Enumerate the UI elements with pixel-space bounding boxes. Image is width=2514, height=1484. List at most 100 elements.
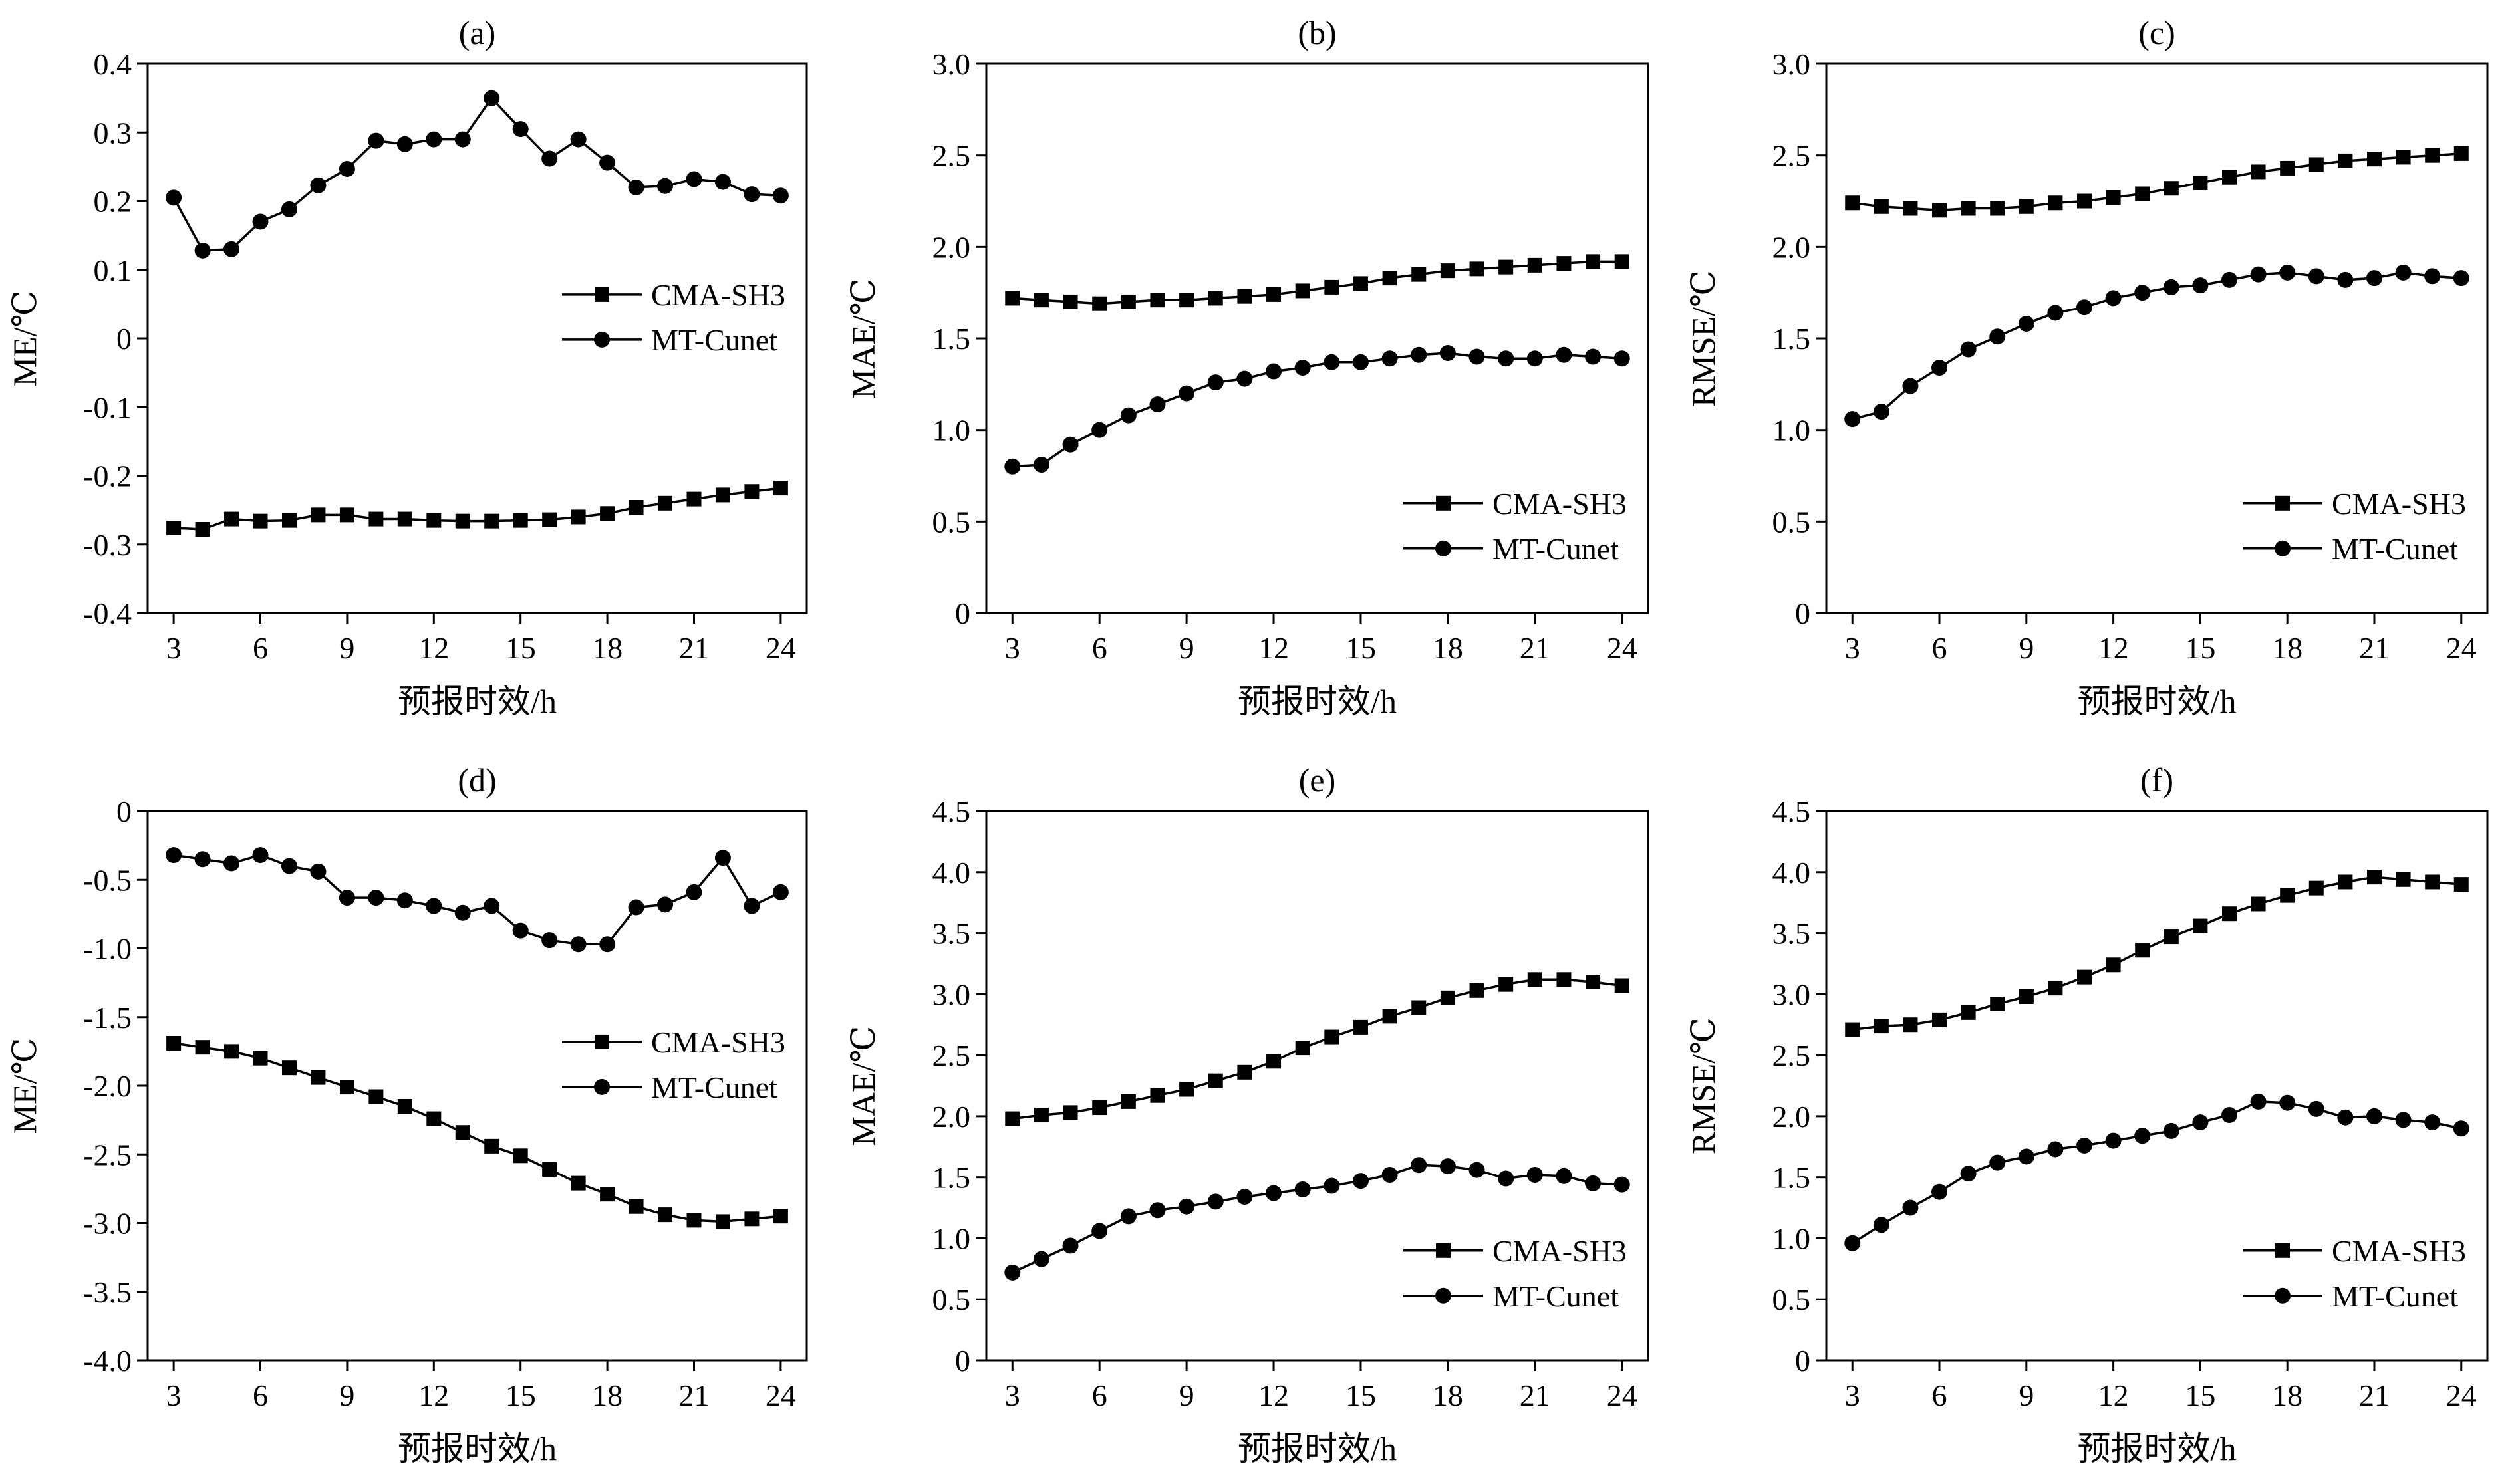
x-tick-label: 18 (592, 631, 623, 665)
data-point-circle (594, 331, 610, 348)
data-point-circle (310, 863, 327, 880)
data-point-square (166, 520, 182, 535)
data-point-circle (2105, 290, 2122, 307)
y-axis-label: ME/℃ (6, 1038, 43, 1134)
y-tick-label: -0.2 (83, 459, 132, 493)
series-cma-sh3 (166, 1035, 788, 1229)
data-point-circle (194, 851, 211, 868)
x-tick-label: 18 (592, 1378, 623, 1412)
data-point-square (1150, 293, 1165, 308)
data-point-square (1874, 1019, 1889, 1034)
data-point-circle (1149, 1202, 1166, 1219)
data-point-circle (2250, 1093, 2267, 1110)
data-point-square (1179, 293, 1194, 308)
data-point-circle (594, 1078, 610, 1095)
data-point-square (2275, 1243, 2290, 1258)
data-point-circle (772, 884, 789, 900)
data-point-square (2048, 195, 2063, 211)
data-point-square (1932, 1012, 1947, 1027)
y-tick-label: 2.0 (1772, 230, 1811, 264)
data-point-circle (686, 171, 702, 187)
x-tick-label: 21 (1520, 1378, 1550, 1412)
data-point-circle (1613, 1176, 1630, 1193)
data-point-square (1469, 983, 1484, 998)
data-point-square (397, 1098, 412, 1114)
data-point-circle (1435, 540, 1451, 556)
data-point-square (658, 495, 673, 511)
data-point-square (600, 1187, 615, 1202)
legend-label: MT-Cunet (651, 323, 777, 357)
series-cma-sh3 (1845, 146, 2469, 218)
legend-label: MT-Cunet (1492, 532, 1619, 566)
x-axis-label: 预报时效/h (1238, 683, 1397, 720)
y-tick-label: 3.5 (932, 917, 971, 951)
data-point-square (2221, 906, 2237, 922)
data-point-square (1382, 271, 1397, 286)
data-point-circle (1294, 1181, 1311, 1198)
data-point-circle (2018, 1148, 2034, 1165)
data-point-circle (1960, 341, 1977, 358)
data-point-square (2308, 157, 2324, 172)
data-point-square (397, 511, 412, 527)
y-tick-label: -0.4 (83, 596, 132, 630)
data-point-square (2135, 186, 2150, 201)
panel-title: (a) (459, 14, 496, 51)
data-point-circle (454, 904, 471, 921)
data-point-circle (252, 847, 269, 864)
y-tick-label: 0.5 (1772, 505, 1811, 539)
y-tick-label: 4.5 (932, 795, 971, 828)
series-line (173, 1042, 781, 1223)
data-point-circle (1931, 360, 1948, 376)
data-point-square (1556, 256, 1572, 271)
x-tick-label: 15 (2185, 1378, 2215, 1412)
data-point-square (1614, 978, 1629, 993)
data-point-circle (1207, 374, 1224, 391)
data-point-circle (1439, 1158, 1456, 1175)
data-point-circle (2275, 540, 2291, 556)
data-point-square (1005, 291, 1020, 306)
data-point-square (1469, 261, 1484, 277)
legend: CMA-SH3 MT-Cunet (562, 278, 785, 357)
data-point-circle (396, 892, 413, 909)
data-point-circle (2221, 271, 2237, 288)
panel-title: (d) (458, 761, 496, 799)
series-line (173, 854, 781, 946)
data-point-square (2048, 981, 2063, 996)
y-tick-label: 2.5 (932, 1039, 971, 1072)
data-point-circle (166, 847, 182, 864)
y-tick-label: 0.1 (94, 253, 132, 287)
data-point-square (426, 513, 442, 528)
y-tick-label: 2.0 (932, 230, 971, 264)
data-point-square (1614, 254, 1629, 269)
data-point-square (1382, 1009, 1397, 1024)
data-point-square (1411, 1000, 1427, 1015)
series-mt-cunet (1004, 345, 1630, 475)
series-line (1852, 271, 2461, 420)
series-mt-cunet (1844, 264, 2469, 428)
x-tick-label: 9 (1179, 631, 1194, 665)
data-point-square (2077, 193, 2092, 209)
data-point-square (2453, 877, 2469, 892)
data-point-circle (2192, 277, 2209, 294)
legend-label: CMA-SH3 (1492, 1234, 1627, 1268)
series-mt-cunet (166, 847, 789, 953)
y-axis-label: ME/℃ (6, 291, 43, 387)
data-point-circle (1873, 1217, 1889, 1233)
data-point-circle (1498, 350, 1514, 367)
y-axis-label: RMSE/℃ (1685, 270, 1722, 407)
x-tick-label: 6 (253, 631, 268, 665)
x-tick-label: 15 (1345, 1378, 1376, 1412)
series-line (1012, 978, 1622, 1120)
data-point-square (1179, 1082, 1194, 1097)
y-tick-label: 0.5 (1772, 1283, 1811, 1316)
x-tick-label: 6 (1092, 631, 1107, 665)
data-point-square (2135, 943, 2150, 958)
data-point-circle (1324, 354, 1340, 370)
data-point-circle (1844, 1235, 1861, 1251)
data-point-circle (1411, 346, 1427, 363)
data-point-square (1498, 259, 1514, 275)
data-point-circle (1613, 350, 1630, 367)
x-axis-label: 预报时效/h (398, 1430, 557, 1467)
data-point-circle (2308, 268, 2324, 285)
data-point-square (1237, 289, 1252, 304)
